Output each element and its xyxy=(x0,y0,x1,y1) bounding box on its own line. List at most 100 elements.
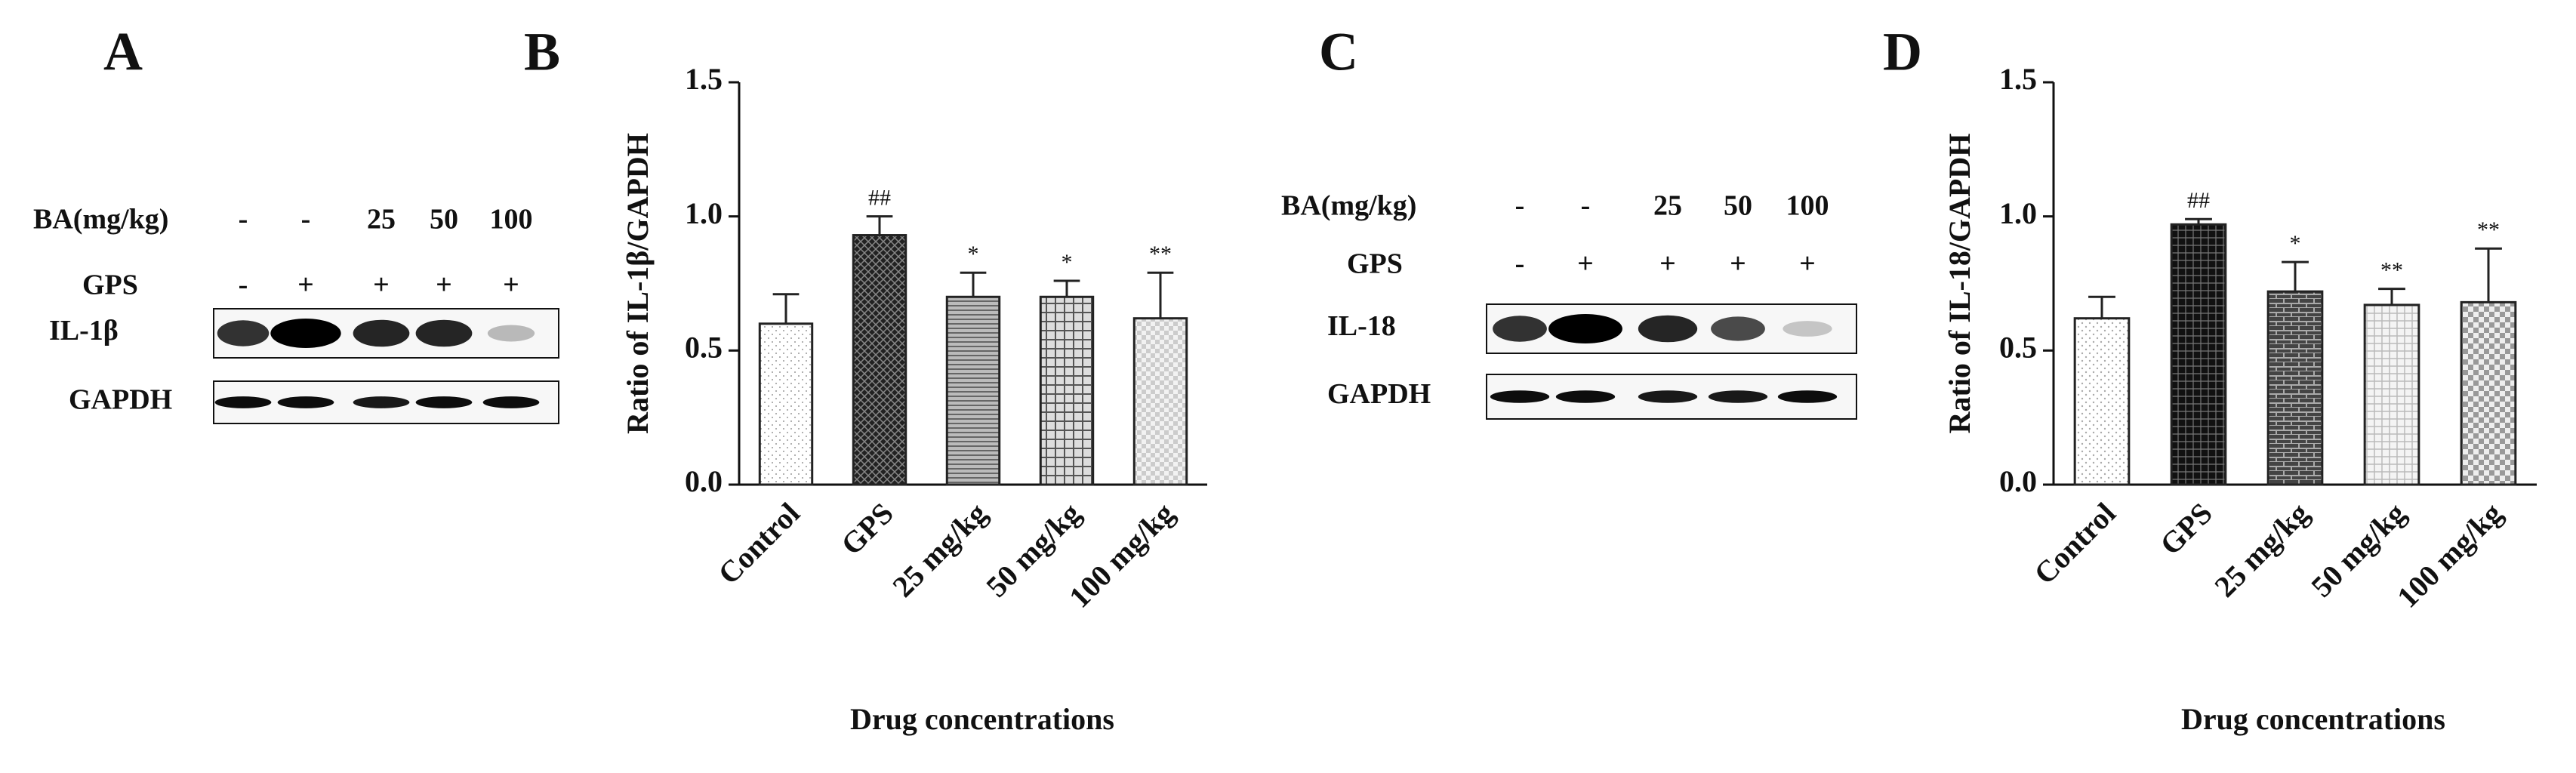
error-bar xyxy=(772,293,800,324)
x-tick-label: GPS xyxy=(2153,496,2219,562)
x-tick-label: GPS xyxy=(834,496,900,562)
blot-band xyxy=(1548,314,1622,343)
x-tick-label: Control xyxy=(711,496,806,591)
y-tick-label: 0.5 xyxy=(1999,331,2037,365)
blot-band xyxy=(277,396,334,408)
treatment-entry: - xyxy=(1515,190,1525,222)
x-axis-label: Drug concentrations xyxy=(850,702,1114,736)
significance-label: ## xyxy=(868,186,891,211)
panel-label: C xyxy=(1319,22,1358,82)
blot-band xyxy=(1711,316,1765,341)
panel-label: D xyxy=(1883,22,1922,82)
y-tick-label: 1.5 xyxy=(685,62,723,96)
x-axis-label: Drug concentrations xyxy=(2181,702,2445,736)
panel-label: B xyxy=(524,22,560,82)
blot-band xyxy=(1638,390,1698,403)
bar xyxy=(758,322,814,486)
blot-band xyxy=(214,396,272,408)
bar xyxy=(2363,303,2420,486)
significance-label: * xyxy=(2290,231,2301,256)
y-axis-label: Ratio of IL-18/GAPDH xyxy=(1943,134,1977,434)
blot-band xyxy=(353,319,410,347)
band-label: GAPDH xyxy=(1327,378,1431,410)
y-tick-label: 1.5 xyxy=(1999,62,2037,96)
treatment-entry: - xyxy=(1581,190,1591,222)
blot-band xyxy=(415,319,473,347)
band-label: IL-18 xyxy=(1327,310,1396,342)
blot-band xyxy=(487,325,535,342)
band-label: IL-1β xyxy=(49,315,119,346)
treatment-entry: + xyxy=(1799,248,1816,280)
treatment-entry: + xyxy=(436,269,452,301)
y-tick-label: 1.0 xyxy=(685,196,723,230)
treatment-entry: + xyxy=(1730,248,1746,280)
error-bar xyxy=(960,271,987,297)
error-bar xyxy=(2282,260,2309,292)
treatment-entry: 100 xyxy=(1786,190,1829,222)
treatment-entry: - xyxy=(1515,248,1525,280)
treatment-entry: - xyxy=(239,269,248,301)
significance-label: ** xyxy=(2380,257,2403,282)
error-bar xyxy=(1147,271,1174,319)
x-tick-label: 25 mg/kg xyxy=(2208,496,2316,604)
bar xyxy=(2170,223,2227,486)
y-tick-label: 0.0 xyxy=(1999,464,2037,498)
blot-band xyxy=(1638,315,1698,343)
bar xyxy=(2073,317,2131,486)
treatment-entry: 25 xyxy=(1653,190,1682,222)
row-label: BA(mg/kg) xyxy=(33,204,168,236)
bar xyxy=(2266,290,2324,486)
x-tick-label: 100 mg/kg xyxy=(2390,496,2509,614)
blot-band xyxy=(482,396,540,408)
bar xyxy=(1132,317,1188,486)
y-tick-label: 0.5 xyxy=(685,331,723,365)
blot-band xyxy=(1783,321,1832,337)
y-tick-label: 1.0 xyxy=(1999,196,2037,230)
bar xyxy=(1039,295,1095,486)
blot-band xyxy=(1493,316,1547,342)
error-bar xyxy=(2475,247,2502,303)
significance-label: ** xyxy=(1149,242,1172,266)
x-tick-label: 25 mg/kg xyxy=(886,496,994,604)
blot-band xyxy=(1708,390,1768,403)
treatment-entry: + xyxy=(1659,248,1676,280)
error-bar xyxy=(1053,279,1080,297)
significance-label: ## xyxy=(2187,188,2210,213)
treatment-entry: 50 xyxy=(1724,190,1752,222)
blot-band xyxy=(1555,390,1616,403)
blot-band xyxy=(415,396,473,408)
error-bar xyxy=(2185,217,2212,225)
treatment-entry: + xyxy=(297,269,314,301)
treatment-entry: + xyxy=(373,269,390,301)
blot-band xyxy=(1777,390,1838,403)
error-bar xyxy=(2088,295,2115,319)
error-bar xyxy=(2378,288,2405,305)
treatment-entry: - xyxy=(239,204,248,236)
blot-band xyxy=(270,319,341,348)
treatment-entry: 25 xyxy=(367,204,396,236)
row-label: GPS xyxy=(1347,248,1403,280)
treatment-entry: 50 xyxy=(430,204,458,236)
bar xyxy=(852,234,907,486)
blot-band xyxy=(217,320,270,346)
significance-label: * xyxy=(1062,250,1073,275)
row-label: BA(mg/kg) xyxy=(1281,190,1416,222)
y-tick-label: 0.0 xyxy=(685,464,723,498)
significance-label: * xyxy=(968,242,979,266)
treatment-entry: - xyxy=(301,204,311,236)
y-axis-label: Ratio of IL-1β/GAPDH xyxy=(621,133,655,434)
x-tick-label: Control xyxy=(2027,496,2122,591)
treatment-entry: 100 xyxy=(490,204,533,236)
error-bar xyxy=(866,215,893,236)
treatment-entry: + xyxy=(503,269,519,301)
blot-band xyxy=(1490,390,1550,403)
bar xyxy=(2460,300,2517,486)
row-label: GPS xyxy=(82,269,138,301)
panel-label: A xyxy=(103,22,143,82)
significance-label: ** xyxy=(2477,217,2500,242)
blot-band xyxy=(353,396,410,408)
treatment-entry: + xyxy=(1577,248,1594,280)
band-label: GAPDH xyxy=(69,384,172,416)
